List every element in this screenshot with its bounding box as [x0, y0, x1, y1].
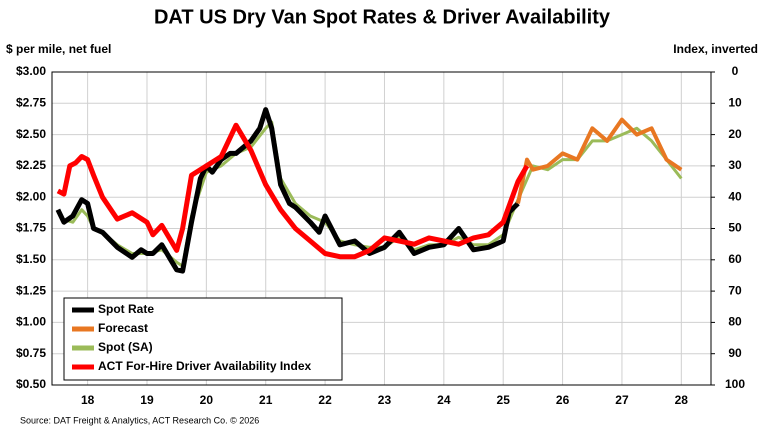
y-tick-label: $1.75: [16, 221, 46, 235]
legend: Spot Rate Forecast Spot (SA) ACT For-Hire D…: [63, 297, 343, 381]
y2-tick-label: 100: [725, 377, 745, 391]
x-tick-label: 18: [81, 393, 95, 407]
y2-tick-label: 40: [728, 189, 742, 203]
y-axis-title: $ per mile, net fuel: [6, 42, 111, 56]
y2-tick-label: 0: [732, 64, 739, 78]
y-tick-label: $0.75: [16, 346, 46, 360]
series-line: [56, 120, 683, 268]
y2-tick-label: 90: [728, 346, 742, 360]
y-tick-label: $1.00: [16, 315, 46, 329]
source-note: Source: DAT Freight & Analytics, ACT Res…: [20, 415, 259, 425]
y-tick-label: $2.75: [16, 95, 46, 109]
x-tick-label: 26: [556, 393, 570, 407]
x-tick-label: 28: [675, 393, 689, 407]
legend-label: Forecast: [98, 321, 148, 335]
y2-tick-label: 20: [728, 127, 742, 141]
y2-tick-label: 80: [728, 315, 742, 329]
series-line: [56, 122, 530, 260]
x-tick-label: 22: [318, 393, 332, 407]
chart-title: DAT US Dry Van Spot Rates & Driver Avail…: [154, 6, 611, 28]
legend-label: Spot (SA): [98, 340, 153, 354]
y-tick-label: $3.00: [16, 64, 46, 78]
y2-axis-title: Index, inverted: [673, 42, 758, 56]
y2-tick-label: 70: [728, 283, 742, 297]
x-tick-label: 25: [497, 393, 511, 407]
y2-tick-label: 50: [728, 221, 742, 235]
series-line: [55, 107, 520, 274]
x-tick-label: 20: [200, 393, 214, 407]
y2-tick-label: 10: [728, 95, 742, 109]
x-tick-label: 27: [615, 393, 629, 407]
x-tick-label: 19: [140, 393, 154, 407]
series-line: [516, 117, 683, 204]
y2-tick-label: 30: [728, 158, 742, 172]
plot-frame: [51, 71, 712, 386]
y-tick-label: $2.25: [16, 158, 46, 172]
legend-label: ACT For-Hire Driver Availability Index: [98, 359, 311, 373]
y-tick-label: $2.00: [16, 189, 46, 203]
y2-tick-label: 60: [728, 252, 742, 266]
x-tick-label: 23: [378, 393, 392, 407]
x-tick-label: 21: [259, 393, 273, 407]
y-tick-label: $0.50: [16, 377, 46, 391]
legend-box: [63, 297, 343, 381]
y-tick-label: $1.25: [16, 283, 46, 297]
x-tick-label: 24: [437, 393, 451, 407]
y-tick-label: $2.50: [16, 127, 46, 141]
legend-label: Spot Rate: [98, 302, 154, 316]
y-tick-label: $1.50: [16, 252, 46, 266]
